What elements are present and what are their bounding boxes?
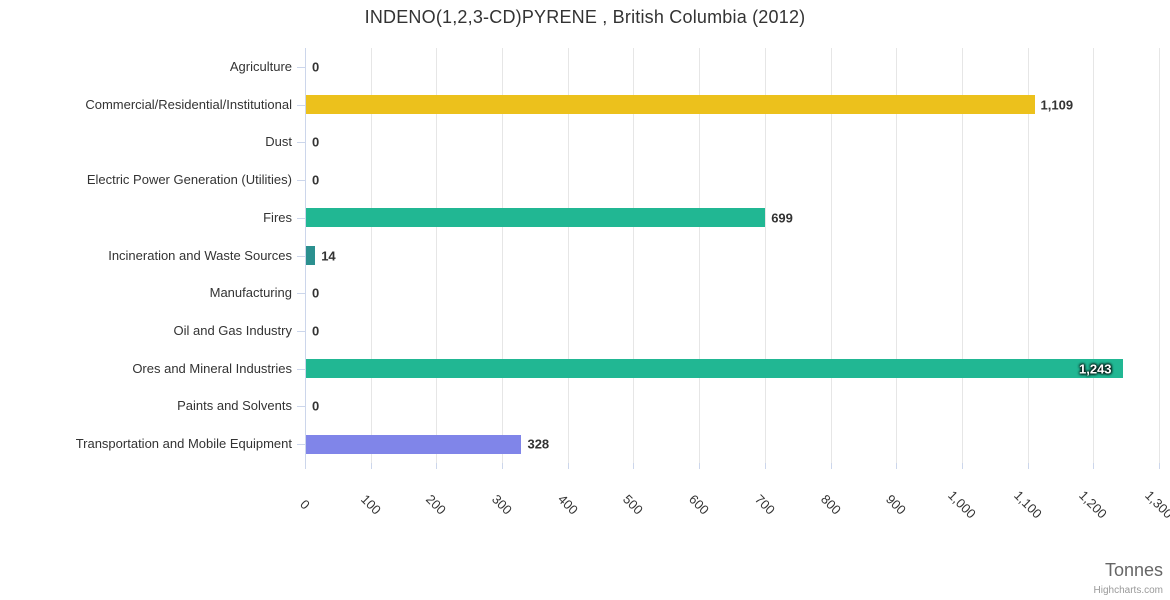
x-axis-tick [436,463,438,469]
category-label: Oil and Gas Industry [173,322,293,338]
value-label: 0 [312,323,320,339]
category-label: Ores and Mineral Industries [132,360,292,376]
gridline [961,48,963,463]
x-axis-tick [699,463,701,469]
y-axis-tick [297,256,305,257]
y-axis-tick [297,406,305,407]
x-axis-label: 600 [686,491,713,518]
gridline [1159,48,1160,463]
x-axis-label: 500 [620,491,647,518]
x-axis-tick [1159,463,1160,469]
y-axis-tick [297,331,305,332]
x-axis-label: 700 [751,491,778,518]
category-label: Agriculture [229,58,292,74]
category-label: Commercial/Residential/Institutional [85,96,292,112]
bar[interactable] [306,208,766,228]
x-axis-label: 800 [817,491,844,518]
x-axis-label: 900 [883,491,910,518]
x-axis-label: 400 [554,491,581,518]
x-axis-label: 200 [423,491,450,518]
gridline [1093,48,1095,463]
x-axis-tick [764,463,766,469]
value-label: 1,243 [1079,361,1112,377]
x-axis-label: 1,300 [1142,487,1170,522]
gridline [764,48,766,463]
bar[interactable] [306,95,1035,115]
value-label: 699 [771,210,793,226]
gridline [370,48,372,463]
y-axis-tick [297,180,305,181]
gridline [699,48,701,463]
category-label: Fires [263,209,292,225]
x-axis-tick [567,463,569,469]
category-label: Transportation and Mobile Equipment [75,436,292,452]
value-label: 0 [312,172,320,188]
x-axis-tick [1093,463,1095,469]
gridline [436,48,438,463]
gridline [1027,48,1029,463]
x-axis-label: 100 [357,491,384,518]
y-axis-tick [297,142,305,143]
x-axis-label: 1,100 [1010,487,1045,522]
highcharts-credit[interactable]: Highcharts.com [1093,585,1163,596]
x-axis-tick [961,463,963,469]
y-axis-tick [297,105,305,106]
category-label: Manufacturing [209,285,292,301]
value-label: 14 [321,248,336,263]
gridline [830,48,832,463]
category-label: Dust [265,134,292,150]
y-axis-tick [297,67,305,68]
y-axis-tick [297,293,305,294]
value-label: 328 [527,436,550,452]
bar[interactable] [306,434,522,454]
gridline [633,48,635,463]
x-axis-label: 300 [489,491,516,518]
y-axis-tick [297,444,305,445]
value-label: 0 [312,285,320,301]
value-label: 0 [312,134,320,150]
bar[interactable] [306,359,1123,379]
x-axis-tick [896,463,898,469]
gridline [502,48,504,463]
x-axis-title: Tonnes [1104,560,1163,580]
x-axis-label: 1,200 [1076,487,1111,522]
x-axis-label: 1,000 [945,487,979,522]
y-axis-line [305,48,306,464]
y-axis-tick [297,218,305,219]
bar[interactable] [306,246,316,265]
x-axis-tick [1027,463,1029,469]
value-label: 1,109 [1040,97,1074,113]
x-axis-tick [633,463,635,469]
gridline [896,48,898,463]
gridline [567,48,569,463]
category-label: Paints and Solvents [177,398,292,414]
chart-title: INDENO(1,2,3-CD)PYRENE , British Columbi… [364,7,806,27]
category-label: Incineration and Waste Sources [108,247,292,263]
x-axis-tick [830,463,832,469]
value-label: 0 [312,398,320,414]
category-label: Electric Power Generation (Utilities) [86,172,292,188]
x-axis-tick [305,463,306,469]
x-axis-tick [370,463,372,469]
x-axis-tick [502,463,504,469]
x-axis-label: 0 [297,496,313,513]
y-axis-tick [297,369,305,370]
value-label: 0 [312,59,320,75]
